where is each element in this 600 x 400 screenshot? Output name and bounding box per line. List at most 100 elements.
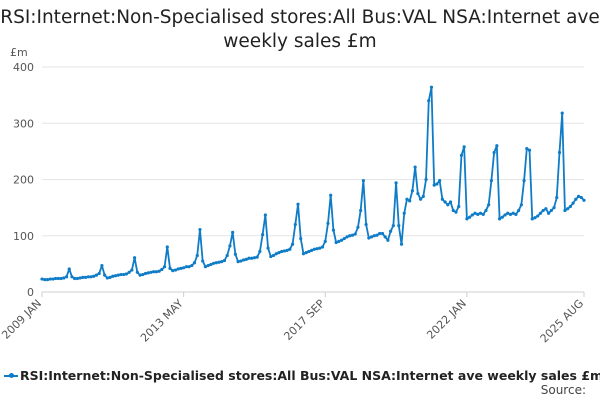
data-point[interactable] <box>299 236 303 241</box>
data-point[interactable] <box>503 213 507 217</box>
data-point[interactable] <box>203 265 208 269</box>
data-point[interactable] <box>222 258 227 263</box>
data-point[interactable] <box>323 239 327 243</box>
data-point[interactable] <box>353 232 357 236</box>
data-point[interactable] <box>280 249 284 254</box>
data-point[interactable] <box>544 207 548 211</box>
data-point[interactable] <box>195 253 199 258</box>
data-point[interactable] <box>369 235 374 239</box>
data-point[interactable] <box>397 224 401 228</box>
data-point[interactable] <box>209 262 213 267</box>
data-point[interactable] <box>263 213 267 217</box>
data-point[interactable] <box>410 189 415 193</box>
data-point[interactable] <box>168 266 172 270</box>
data-point[interactable] <box>282 249 286 253</box>
data-point[interactable] <box>301 252 306 256</box>
data-point[interactable] <box>566 207 570 211</box>
data-point[interactable] <box>48 277 52 281</box>
data-point[interactable] <box>555 195 559 200</box>
data-point[interactable] <box>530 217 534 221</box>
data-point[interactable] <box>500 215 504 219</box>
data-point[interactable] <box>73 276 77 281</box>
data-point[interactable] <box>391 224 395 228</box>
data-point[interactable] <box>293 222 297 227</box>
data-point[interactable] <box>304 251 308 255</box>
data-point[interactable] <box>331 228 336 232</box>
data-point[interactable] <box>100 263 104 268</box>
data-point[interactable] <box>473 211 477 215</box>
data-point[interactable] <box>190 263 194 268</box>
data-point[interactable] <box>579 195 583 200</box>
data-point[interactable] <box>489 179 493 183</box>
data-point[interactable] <box>571 201 575 205</box>
data-point[interactable] <box>54 276 58 281</box>
data-point[interactable] <box>421 194 425 198</box>
data-point[interactable] <box>51 277 55 281</box>
data-point[interactable] <box>111 274 115 278</box>
data-point[interactable] <box>122 272 126 277</box>
data-point[interactable] <box>108 275 112 279</box>
data-point[interactable] <box>457 204 461 209</box>
data-point[interactable] <box>326 221 330 225</box>
data-point[interactable] <box>113 274 118 278</box>
data-point[interactable] <box>78 276 82 280</box>
data-point[interactable] <box>103 273 107 277</box>
data-point[interactable] <box>81 275 85 279</box>
data-point[interactable] <box>413 165 417 169</box>
data-point[interactable] <box>258 249 262 254</box>
data-point[interactable] <box>568 204 572 209</box>
data-point[interactable] <box>484 208 488 213</box>
data-point[interactable] <box>214 261 218 265</box>
data-point[interactable] <box>427 99 431 103</box>
data-point[interactable] <box>274 252 278 256</box>
data-point[interactable] <box>94 273 99 277</box>
data-point[interactable] <box>92 274 96 278</box>
data-point[interactable] <box>522 179 526 183</box>
data-point[interactable] <box>228 244 232 248</box>
data-point[interactable] <box>527 148 532 152</box>
data-point[interactable] <box>389 229 393 233</box>
data-point[interactable] <box>536 214 540 218</box>
data-point[interactable] <box>152 270 156 274</box>
data-point[interactable] <box>334 240 338 245</box>
data-point[interactable] <box>75 276 80 281</box>
data-point[interactable] <box>176 267 180 271</box>
data-point[interactable] <box>171 269 175 273</box>
data-point[interactable] <box>56 276 60 281</box>
data-point[interactable] <box>285 248 289 252</box>
data-point[interactable] <box>43 278 47 282</box>
data-point[interactable] <box>124 272 129 276</box>
data-point[interactable] <box>217 260 221 264</box>
data-point[interactable] <box>508 212 513 216</box>
data-point[interactable] <box>225 253 229 258</box>
data-point[interactable] <box>538 211 543 215</box>
data-point[interactable] <box>329 193 333 197</box>
data-point[interactable] <box>220 260 224 264</box>
data-point[interactable] <box>546 211 551 215</box>
data-point[interactable] <box>438 179 442 183</box>
data-point[interactable] <box>45 278 50 282</box>
data-point[interactable] <box>446 203 450 207</box>
data-point[interactable] <box>252 256 257 260</box>
data-point[interactable] <box>492 150 496 155</box>
data-point[interactable] <box>266 246 270 250</box>
data-point[interactable] <box>582 198 586 202</box>
data-point[interactable] <box>187 265 191 269</box>
data-point[interactable] <box>380 231 385 236</box>
data-point[interactable] <box>533 216 537 220</box>
data-point[interactable] <box>465 217 469 221</box>
data-point[interactable] <box>250 256 254 260</box>
data-point[interactable] <box>143 271 148 276</box>
data-point[interactable] <box>130 268 134 272</box>
data-point[interactable] <box>356 225 360 229</box>
data-point[interactable] <box>211 261 216 265</box>
data-point[interactable] <box>402 211 406 215</box>
data-point[interactable] <box>563 208 567 213</box>
data-point[interactable] <box>201 259 205 263</box>
data-point[interactable] <box>337 239 341 243</box>
data-point[interactable] <box>372 234 376 238</box>
data-point[interactable] <box>320 245 325 249</box>
data-point[interactable] <box>116 273 120 277</box>
data-point[interactable] <box>454 210 458 214</box>
data-point[interactable] <box>506 211 510 215</box>
